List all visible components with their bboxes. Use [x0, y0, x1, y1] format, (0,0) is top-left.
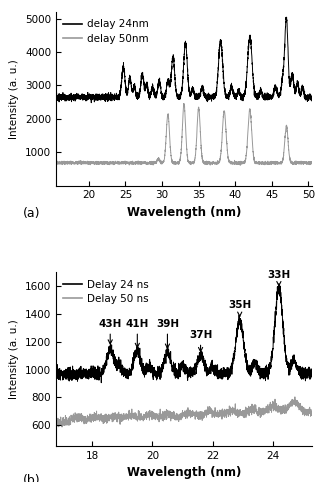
Text: 33H: 33H: [267, 270, 291, 286]
Text: 41H: 41H: [126, 319, 149, 348]
Text: (b): (b): [23, 474, 40, 482]
X-axis label: Wavelength (nm): Wavelength (nm): [127, 206, 241, 219]
Text: 37H: 37H: [189, 330, 212, 351]
Text: 35H: 35H: [228, 300, 251, 316]
Text: 39H: 39H: [156, 319, 179, 348]
Y-axis label: Intensity (a. u.): Intensity (a. u.): [9, 319, 19, 399]
X-axis label: Wavelength (nm): Wavelength (nm): [127, 466, 241, 479]
Legend: Delay 24 ns, Delay 50 ns: Delay 24 ns, Delay 50 ns: [61, 278, 151, 306]
Y-axis label: Intensity (a. u.): Intensity (a. u.): [10, 59, 20, 139]
Text: (a): (a): [23, 207, 40, 220]
Legend: delay 24nm, delay 50nm: delay 24nm, delay 50nm: [61, 17, 151, 46]
Text: 43H: 43H: [99, 319, 122, 344]
